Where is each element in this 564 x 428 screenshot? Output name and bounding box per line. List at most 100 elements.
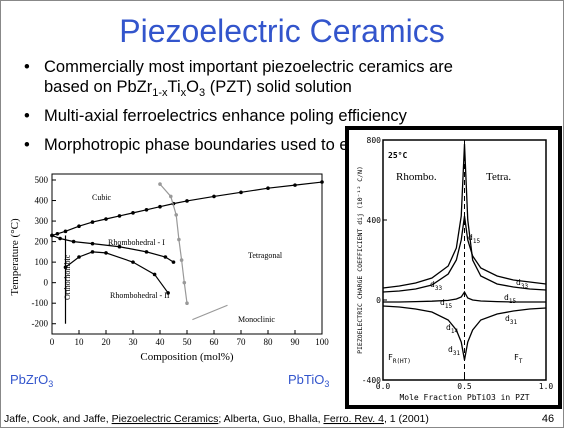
- slide-title: Piezoelectric Ceramics: [119, 13, 444, 49]
- coefficient-curve: [382, 215, 547, 293]
- x-tick-label: 1.0: [539, 382, 554, 391]
- text: , 1 (2001): [384, 413, 429, 425]
- x-tick-label: 0.5: [457, 382, 472, 391]
- sub: 14: [451, 328, 459, 335]
- citation: Jaffe, Cook, and Jaffe, Piezoelectric Ce…: [4, 413, 429, 425]
- data-point: [185, 301, 189, 306]
- data-point: [104, 251, 108, 255]
- label: d14: [446, 323, 458, 335]
- data-point: [144, 207, 149, 212]
- data-point: [166, 291, 170, 295]
- data-point: [58, 236, 62, 241]
- sub: 15: [509, 298, 517, 305]
- text: F: [514, 353, 519, 362]
- label: d15: [468, 233, 480, 245]
- text: based on PbZr: [44, 78, 153, 96]
- text: d: [430, 280, 435, 289]
- data-point: [117, 244, 122, 249]
- data-point: [185, 199, 189, 203]
- text: Jaffe, Cook, and Jaffe,: [4, 413, 112, 425]
- label: d31: [448, 345, 460, 357]
- annotation: Cubic: [92, 193, 112, 202]
- data-point: [55, 231, 60, 236]
- x-tick-label: 30: [129, 337, 139, 347]
- x-tick-label: 20: [102, 337, 112, 347]
- phase-boundary: [192, 304, 228, 321]
- label: PbTiO3: [288, 372, 329, 389]
- x-tick-label: 70: [237, 337, 247, 347]
- data-point: [152, 272, 157, 277]
- data-point: [182, 280, 187, 285]
- text: PbZrO: [10, 372, 48, 387]
- data-point: [171, 260, 176, 264]
- text: d: [516, 278, 521, 287]
- bullet-dot: •: [24, 136, 30, 154]
- bullet-dot: •: [24, 58, 30, 76]
- coefficient-curve: [382, 143, 547, 291]
- text: Ferro. Rev. 4: [323, 413, 384, 425]
- bullet-text: Multi-axial ferroelectrics enhance polin…: [44, 107, 408, 125]
- x-tick-label: 0.0: [376, 382, 391, 391]
- y-tick-label: 400: [35, 196, 49, 206]
- data-point: [179, 258, 184, 262]
- data-point: [131, 211, 135, 215]
- annotation: Monoclinic: [238, 315, 275, 324]
- data-point: [90, 250, 95, 254]
- y-axis-label: Temperature (°C): [9, 218, 21, 296]
- x-tick-label: 40: [156, 337, 166, 347]
- annotation: Tetragonal: [248, 251, 283, 260]
- annotation: 25°C: [388, 151, 407, 160]
- bullet-text: Commercially most important piezoelectri…: [44, 58, 453, 76]
- y-axis-label: PIEZOELECTRIC CHARGE COEFFICIENT dij (10…: [356, 166, 364, 354]
- data-point: [177, 237, 181, 242]
- y-tick-label: -100: [32, 298, 49, 308]
- x-axis-label: Mole Fraction PbTiO3 in PZT: [399, 393, 529, 402]
- data-point: [293, 183, 297, 187]
- y-tick-label: -400: [362, 376, 381, 385]
- bullet-dot: •: [24, 107, 30, 125]
- data-point: [90, 241, 95, 246]
- label: d31: [505, 314, 517, 326]
- sub: x: [181, 87, 187, 99]
- label: d15: [504, 293, 516, 305]
- sub: R(HT): [393, 358, 411, 365]
- text: F: [388, 353, 393, 362]
- data-point: [158, 204, 162, 209]
- sub: T: [519, 358, 523, 365]
- data-point: [174, 213, 178, 217]
- text: d: [448, 345, 453, 354]
- annotation: Rhombohedral - II: [110, 291, 170, 300]
- y-tick-label: 0: [44, 278, 49, 288]
- sub: 1-x: [152, 87, 168, 99]
- label: FT: [514, 353, 523, 365]
- y-tick-label: -200: [32, 319, 49, 329]
- data-point: [144, 250, 149, 254]
- text: O: [186, 78, 199, 96]
- sub: 33: [435, 285, 443, 292]
- data-point: [266, 186, 270, 191]
- data-point: [169, 194, 173, 199]
- text: (PZT) solid solution: [205, 78, 352, 96]
- x-tick-label: 60: [210, 337, 220, 347]
- y-tick-label: 300: [35, 216, 49, 226]
- data-point: [131, 260, 135, 264]
- phase-boundary: [51, 234, 174, 263]
- sub: 15: [473, 238, 481, 245]
- data-point: [104, 217, 108, 221]
- data-point: [71, 239, 76, 244]
- sub: 3: [48, 379, 53, 389]
- data-point: [77, 224, 81, 228]
- y-tick-label: 800: [367, 136, 382, 145]
- data-point: [117, 214, 122, 218]
- text: d: [505, 314, 510, 323]
- sub: 31: [453, 350, 461, 357]
- sub: 15: [445, 303, 453, 310]
- data-point: [77, 255, 81, 259]
- text: Piezoelectric Ceramics: [112, 413, 219, 425]
- x-axis-label: Composition (mol%): [140, 351, 234, 363]
- bullet-text: based on PbZr1-xTixO3 (PZT) solid soluti…: [44, 78, 352, 99]
- y-tick-label: 500: [35, 175, 49, 185]
- text: d: [468, 233, 473, 242]
- data-point: [158, 182, 162, 186]
- x-tick-label: 0: [50, 337, 55, 347]
